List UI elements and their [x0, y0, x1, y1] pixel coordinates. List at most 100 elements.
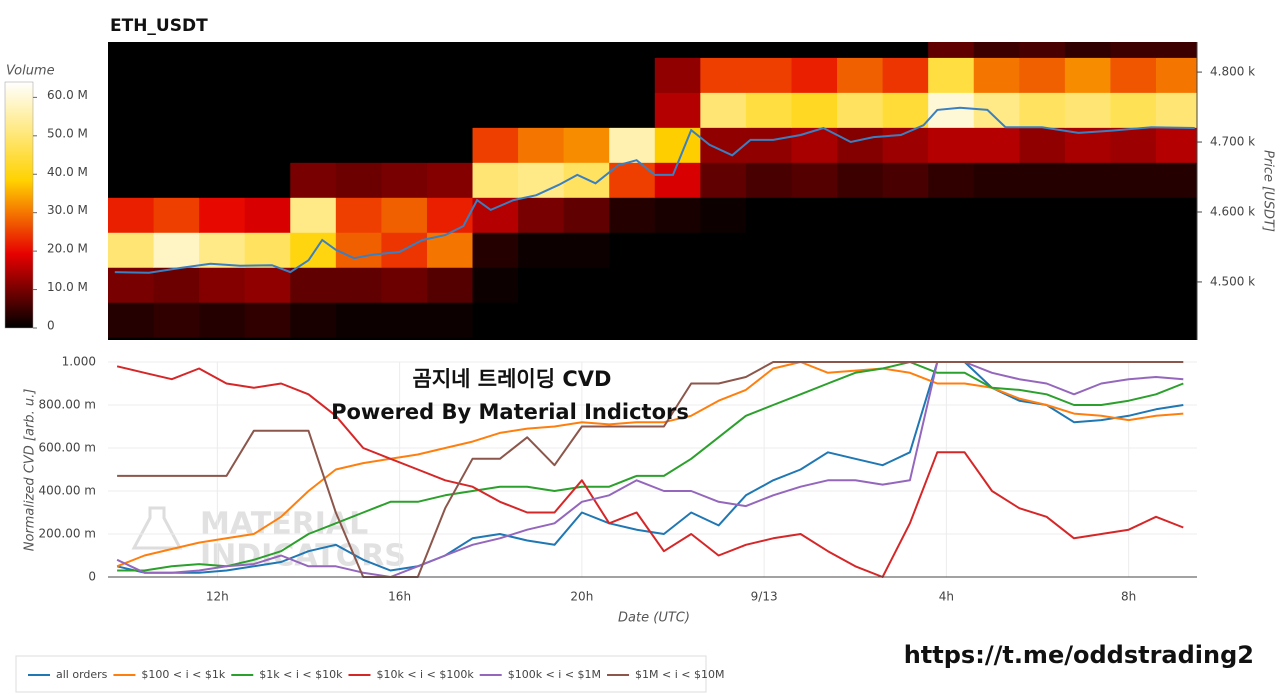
heatmap-cell — [973, 57, 1020, 93]
heatmap-cell — [381, 302, 428, 338]
colorbar-tick-label: 20.0 M — [47, 242, 88, 256]
heatmap-cell — [1064, 42, 1111, 58]
heatmap-cell — [518, 42, 565, 58]
colorbar-tick-label: 40.0 M — [47, 165, 88, 179]
heatmap-cell — [700, 267, 747, 303]
heatmap-cell — [654, 267, 701, 303]
heatmap-cell — [108, 57, 155, 93]
heatmap-cell — [335, 92, 382, 128]
heatmap-cell — [199, 232, 246, 268]
heatmap-cell — [381, 57, 428, 93]
heatmap-cell — [1110, 302, 1157, 338]
heatmap-cell — [426, 302, 474, 338]
heatmap-cell — [108, 42, 155, 58]
heatmap-cell — [1064, 162, 1111, 198]
legend-label: $100 < i < $1k — [141, 668, 225, 681]
heatmap-cell — [928, 92, 975, 128]
heatmap-cell — [1064, 197, 1111, 233]
heatmap-cell — [882, 267, 929, 303]
heatmap-cell — [108, 302, 155, 338]
heatmap-cell — [472, 302, 519, 338]
heatmap-cell — [609, 232, 656, 268]
heatmap-cell — [609, 92, 656, 128]
heatmap-cell — [1155, 197, 1197, 233]
series-line — [116, 361, 1184, 578]
series-line — [117, 361, 1184, 572]
colorbar-tick-label: 30.0 M — [47, 203, 88, 217]
heatmap-cell — [290, 162, 337, 198]
heatmap-cell — [973, 232, 1020, 268]
heatmap-cell — [290, 127, 337, 163]
heatmap-cell — [654, 197, 701, 233]
heatmap-cell — [153, 127, 200, 163]
heatmap-cell — [563, 92, 610, 128]
legend-entries: all orders $100 < i < $1k $1k < i < $10k $1… — [28, 668, 724, 681]
heatmap-cell — [153, 92, 200, 128]
heatmap-cell — [700, 232, 747, 268]
heatmap-cell — [928, 127, 975, 163]
heatmap-cell — [426, 92, 474, 128]
heatmap-cell — [882, 232, 929, 268]
heatmap-cell — [1155, 162, 1197, 198]
price-line — [114, 106, 1195, 274]
heatmap-axes: 4.500 k 4.600 k 4.700 k 4.800 k 0 10.0 M 20.0 … — [4, 42, 1255, 340]
heatmap-cell — [563, 127, 610, 163]
heatmap-cell — [654, 162, 701, 198]
heatmap-cell — [1155, 92, 1197, 128]
colorbar-tick-label: 0 — [47, 319, 55, 333]
heatmap-cell — [700, 302, 747, 338]
y-tick-label: 400.00 m — [39, 484, 97, 498]
heatmap-cell — [791, 197, 838, 233]
annotation: Powered By Material Indictors — [331, 400, 689, 424]
heatmap-cell — [1110, 162, 1157, 198]
heatmap-cell — [1155, 57, 1197, 93]
heatmap-cell — [1019, 197, 1066, 233]
heatmap-cell — [335, 127, 382, 163]
heatmap-cell — [244, 92, 291, 128]
heatmap-cell — [745, 42, 792, 58]
heatmap-cell — [1155, 127, 1197, 163]
legend-label: $10k < i < $100k — [376, 668, 474, 681]
heatmap-cell — [335, 232, 382, 268]
heatmap-cell — [745, 302, 792, 338]
heatmap-cell — [381, 197, 428, 233]
heatmap-cell — [928, 162, 975, 198]
heatmap-cell — [745, 197, 792, 233]
heatmap-cell — [973, 197, 1020, 233]
x-tick-label: 9/13 — [751, 590, 778, 604]
heatmap-cell — [882, 302, 929, 338]
heatmap-cell — [928, 197, 975, 233]
heatmap-cell — [1019, 267, 1066, 303]
heatmap-cell — [1155, 42, 1197, 58]
heatmap-cell — [609, 127, 656, 163]
heatmap-cell — [472, 127, 519, 163]
heatmap-cell — [381, 162, 428, 198]
heatmap-cell — [609, 302, 656, 338]
y-tick-label: 4.800 k — [1210, 65, 1255, 79]
heatmap-cell — [745, 127, 792, 163]
heatmap-cell — [1064, 232, 1111, 268]
x-tick-label: 4h — [939, 590, 954, 604]
heatmap-cell — [244, 267, 291, 303]
heatmap-cell — [472, 42, 519, 58]
heatmap-cell — [153, 302, 200, 338]
heatmap-cell — [472, 92, 519, 128]
heatmap-cell — [928, 57, 975, 93]
heatmap-cell — [1064, 57, 1111, 93]
legend-label: $100k < i < $1M — [508, 668, 601, 681]
heatmap-cell — [745, 162, 792, 198]
heatmap-cell — [381, 92, 428, 128]
heatmap-cell — [244, 162, 291, 198]
heatmap-cell — [973, 302, 1020, 338]
heatmap-cell — [882, 197, 929, 233]
y-tick-label: 800.00 m — [39, 398, 97, 412]
heatmap-cell — [199, 302, 246, 338]
heatmap-cell — [928, 267, 975, 303]
y-axis-title: Price [USDT] — [1261, 150, 1276, 232]
heatmap-cell — [426, 57, 474, 93]
heatmap-cell — [472, 162, 519, 198]
heatmap-cell — [563, 197, 610, 233]
heatmap-cell — [654, 127, 701, 163]
heatmap-cell — [426, 42, 474, 58]
heatmap-cell — [244, 197, 291, 233]
